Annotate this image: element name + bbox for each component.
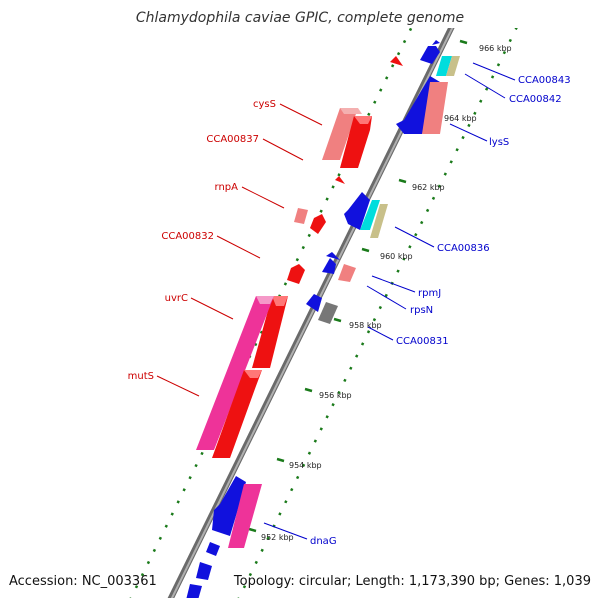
gene-feature-CCA00842b xyxy=(446,56,460,76)
gene-feature-uvrC xyxy=(252,296,288,368)
gene-label-rnpA: rnpA xyxy=(215,182,239,193)
kbp-label-952: 952 kbp xyxy=(261,533,294,542)
gene-feature-top-right xyxy=(402,0,436,14)
kbp-label-966: 966 kbp xyxy=(479,44,512,53)
gene-label-uvrC: uvrC xyxy=(165,293,188,304)
gene-feature-CCA00831 xyxy=(306,294,338,324)
gene-feature-CCA00842 xyxy=(436,56,452,76)
reverse-gene-features xyxy=(186,40,460,598)
gene-feature-rpmJ xyxy=(322,258,336,274)
accession-text: Accession: NC_003361 xyxy=(9,574,157,589)
gene-feature-top-red xyxy=(390,56,403,66)
gene-label-CCA00831: CCA00831 xyxy=(396,336,449,347)
kbp-label-962: 962 kbp xyxy=(412,183,445,192)
gene-label-CCA00842: CCA00842 xyxy=(509,94,562,105)
gene-label-mutS: mutS xyxy=(128,371,154,382)
gene-feature-dnaG xyxy=(186,476,262,598)
reverse-gene-labels: CCA00843 CCA00842 lysS CCA00836 rpmJ rps… xyxy=(310,75,571,547)
gene-label-CCA00843: CCA00843 xyxy=(518,75,571,86)
gene-feature-cysS xyxy=(322,108,372,168)
gene-label-dnaG: dnaG xyxy=(310,536,337,547)
forward-gene-features xyxy=(196,0,436,458)
gene-feature-top-blue xyxy=(432,40,440,45)
gene-label-CCA00837: CCA00837 xyxy=(206,134,259,145)
forward-leader-lines xyxy=(156,103,323,397)
gene-feature-rnpA xyxy=(294,208,326,234)
gene-feature-CCA00836 xyxy=(344,192,388,238)
kbp-label-960: 960 kbp xyxy=(380,252,413,261)
kbp-label-964: 964 kbp xyxy=(444,114,477,123)
gene-feature-small xyxy=(335,176,345,184)
forward-gene-labels: cysS CCA00837 rnpA CCA00832 uvrC mutS xyxy=(128,99,276,382)
kbp-label-954: 954 kbp xyxy=(289,461,322,470)
genome-summary-text: Topology: circular; Length: 1,173,390 bp… xyxy=(233,574,591,589)
gene-label-rpsN: rpsN xyxy=(410,305,433,316)
gene-feature-rpmJ-arrow xyxy=(326,252,340,260)
gene-feature-rpsN xyxy=(338,264,356,282)
gene-label-lysS: lysS xyxy=(489,137,509,148)
map-title: Chlamydophila caviae GPIC, complete geno… xyxy=(135,10,465,26)
gene-feature-CCA00832 xyxy=(287,264,305,284)
kbp-labels: 952 kbp 954 kbp 956 kbp 958 kbp 960 kbp … xyxy=(261,44,512,542)
reverse-leader-lines xyxy=(263,62,516,540)
kbp-label-958: 958 kbp xyxy=(349,321,382,330)
kbp-label-956: 956 kbp xyxy=(319,391,352,400)
gene-label-cysS: cysS xyxy=(253,99,276,110)
gene-feature-lysS-pink xyxy=(422,82,448,134)
gene-feature-mutS xyxy=(196,296,274,458)
gene-label-CCA00836: CCA00836 xyxy=(437,243,490,254)
gene-label-CCA00832: CCA00832 xyxy=(161,231,214,242)
gene-feature-CCA00843 xyxy=(420,46,440,64)
gene-label-rpmJ: rpmJ xyxy=(418,288,441,299)
